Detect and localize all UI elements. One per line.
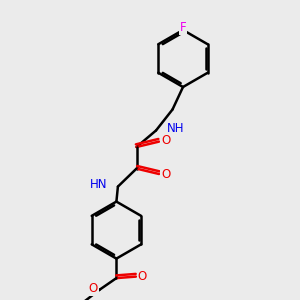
Text: O: O [161, 168, 170, 181]
Text: O: O [89, 282, 98, 296]
Text: NH: NH [167, 122, 184, 136]
Text: HN: HN [90, 178, 107, 191]
Text: F: F [180, 21, 186, 34]
Text: O: O [161, 134, 170, 148]
Text: O: O [138, 270, 147, 283]
